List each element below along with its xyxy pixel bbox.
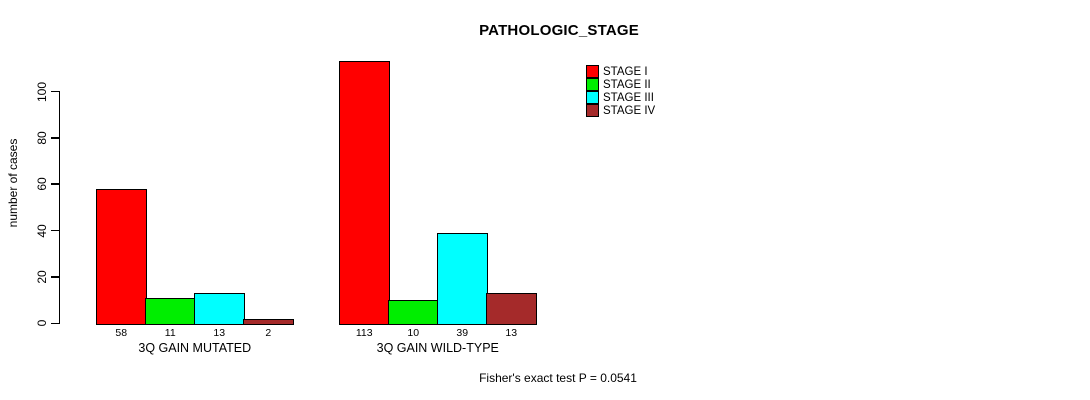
- category-label: 3Q GAIN WILD-TYPE: [376, 341, 499, 355]
- y-axis-label: number of cases: [6, 138, 20, 228]
- legend-item: STAGE III: [586, 91, 655, 104]
- bar-value-label: 113: [355, 327, 373, 339]
- y-tick-label: 80: [35, 131, 49, 145]
- y-tick: [50, 229, 59, 232]
- bar-stage-iii: [194, 293, 245, 325]
- y-tick-label: 60: [35, 177, 49, 191]
- y-tick-label: 0: [35, 319, 49, 327]
- bar-value-label: 10: [407, 327, 420, 339]
- legend: STAGE I STAGE II STAGE III STAGE IV: [586, 65, 655, 117]
- y-tick-label: 40: [35, 223, 49, 238]
- legend-swatch: [586, 78, 599, 91]
- y-tick: [50, 90, 59, 93]
- bar-stage-iv: [243, 318, 294, 325]
- bar-stage-i: [96, 188, 147, 325]
- category-label: 3Q GAIN MUTATED: [138, 341, 252, 355]
- statistical-test-note: Fisher's exact test P = 0.0541: [479, 371, 637, 385]
- legend-label: STAGE II: [603, 78, 651, 91]
- bar-value-label: 13: [505, 327, 518, 339]
- y-tick: [50, 183, 59, 185]
- y-tick: [50, 322, 59, 325]
- bar-value-label: 58: [115, 327, 128, 339]
- bar-value-label: 13: [213, 327, 226, 339]
- y-axis-line: [58, 90, 60, 325]
- y-tick-label: 100: [35, 81, 49, 102]
- bar-value-label: 2: [265, 327, 272, 339]
- legend-label: STAGE I: [603, 65, 648, 78]
- legend-label: STAGE IV: [603, 104, 656, 117]
- bar-stage-iv: [486, 293, 537, 325]
- bar-stage-ii: [388, 300, 439, 325]
- legend-label: STAGE III: [603, 91, 654, 104]
- bar-stage-i: [339, 61, 390, 325]
- legend-item: STAGE I: [586, 65, 655, 78]
- bar-value-label: 39: [456, 327, 469, 339]
- chart-title: PATHOLOGIC_STAGE: [479, 22, 639, 39]
- legend-item: STAGE IV: [586, 104, 655, 117]
- bar-stage-ii: [145, 297, 196, 325]
- y-tick-label: 20: [35, 270, 49, 284]
- y-tick: [50, 137, 59, 139]
- legend-swatch: [586, 104, 599, 117]
- y-tick: [50, 276, 59, 278]
- bar-value-label: 11: [164, 327, 176, 339]
- legend-swatch: [586, 65, 599, 78]
- legend-swatch: [586, 91, 599, 104]
- legend-item: STAGE II: [586, 78, 655, 91]
- bar-stage-iii: [437, 232, 488, 325]
